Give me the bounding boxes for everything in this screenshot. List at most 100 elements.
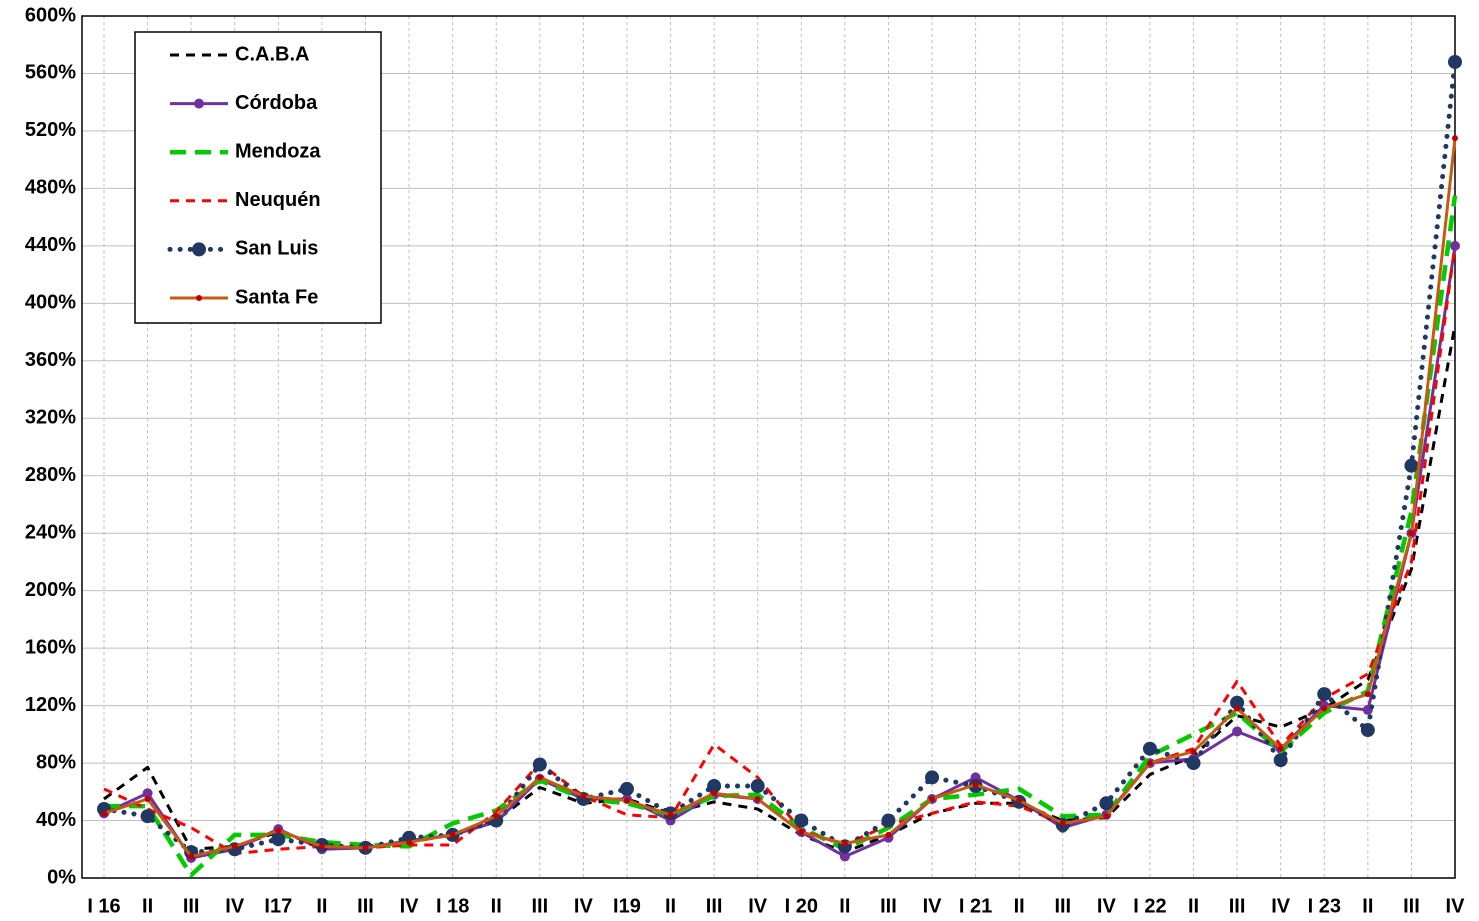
x-tick-label: III (357, 895, 374, 917)
x-tick-label: I 23 (1308, 895, 1341, 917)
series-line (103, 324, 1457, 854)
y-tick-label: 560% (25, 62, 76, 84)
marker (1186, 756, 1201, 771)
x-tick-label: II (665, 895, 676, 917)
y-tick-label: 240% (25, 521, 76, 543)
marker (1273, 753, 1288, 768)
x-tick-label: I 22 (1133, 895, 1166, 917)
legend-label: C.A.B.A (235, 43, 309, 65)
marker (925, 770, 940, 785)
marker (1016, 797, 1023, 804)
series-line (103, 245, 1457, 856)
marker (1408, 530, 1415, 537)
legend-marker (192, 242, 206, 257)
y-tick-label: 600% (25, 4, 76, 26)
y-tick-label: 320% (25, 407, 76, 429)
y-tick-label: 360% (25, 349, 76, 371)
x-tick-label: IV (225, 895, 245, 917)
legend-label: Neuquén (235, 189, 321, 211)
marker (532, 757, 547, 772)
marker (750, 779, 765, 794)
legend-label: Mendoza (235, 140, 321, 162)
x-tick-label: II (1014, 895, 1025, 917)
legend-label: Córdoba (235, 92, 318, 114)
marker (318, 843, 325, 850)
x-tick-label: II (142, 895, 153, 917)
marker (188, 853, 195, 860)
marker (1230, 695, 1245, 710)
marker (144, 795, 151, 802)
x-tick-label: IV (400, 895, 420, 917)
marker (972, 781, 979, 788)
y-tick-label: 480% (25, 177, 76, 199)
marker (929, 795, 936, 802)
marker (1142, 741, 1157, 756)
y-tick-label: 120% (25, 694, 76, 716)
y-tick-label: 440% (25, 234, 76, 256)
marker (667, 811, 674, 818)
marker (794, 813, 809, 828)
x-tick-label: I19 (613, 895, 641, 917)
marker (275, 827, 282, 834)
x-tick-label: II (316, 895, 327, 917)
marker (140, 809, 155, 824)
marker (885, 831, 892, 838)
marker (881, 813, 896, 828)
marker (101, 810, 107, 817)
marker (493, 813, 500, 820)
marker (1099, 796, 1114, 811)
marker (1232, 726, 1243, 737)
marker (580, 793, 587, 800)
marker (406, 839, 413, 846)
x-tick-label: II (491, 895, 502, 917)
x-tick-label: II (1188, 895, 1199, 917)
marker (449, 831, 456, 838)
x-tick-label: IV (923, 895, 943, 917)
y-tick-label: 400% (25, 292, 76, 314)
series-line (103, 245, 1457, 860)
marker (1404, 458, 1419, 473)
marker (362, 844, 369, 851)
x-tick-label: IV (748, 895, 768, 917)
y-tick-label: 160% (25, 636, 76, 658)
legend-label: Santa Fe (235, 286, 318, 308)
x-tick-label: I 18 (436, 895, 469, 917)
marker (707, 779, 722, 794)
y-tick-label: 200% (25, 579, 76, 601)
marker (1364, 691, 1371, 698)
legend-label: San Luis (235, 238, 318, 260)
marker (536, 774, 543, 781)
marker (623, 797, 630, 804)
marker (1317, 687, 1332, 702)
plot-frame (81, 15, 1456, 879)
marker (1448, 54, 1462, 69)
x-tick-label: III (183, 895, 200, 917)
marker (841, 840, 848, 847)
x-tick-label: I 21 (959, 895, 992, 917)
x-tick-label: III (706, 895, 723, 917)
marker (1277, 745, 1284, 752)
x-tick-label: I 20 (785, 895, 818, 917)
marker (1059, 820, 1066, 827)
marker (798, 829, 805, 836)
marker (1321, 705, 1328, 712)
marker (1190, 748, 1197, 755)
y-tick-label: 80% (36, 751, 76, 773)
marker (142, 788, 153, 799)
x-tick-label: IV (1446, 895, 1466, 917)
marker (1360, 723, 1375, 738)
legend-marker (196, 295, 202, 301)
y-tick-label: 280% (25, 464, 76, 486)
x-tick-label: I 16 (87, 895, 120, 917)
x-tick-label: II (839, 895, 850, 917)
marker (754, 795, 761, 802)
y-tick-label: 520% (25, 119, 76, 141)
x-tick-label: II (1362, 895, 1373, 917)
y-tick-label: 40% (36, 809, 76, 831)
x-tick-label: III (1229, 895, 1246, 917)
marker (271, 832, 286, 847)
marker (1452, 135, 1458, 142)
marker (1103, 813, 1110, 820)
